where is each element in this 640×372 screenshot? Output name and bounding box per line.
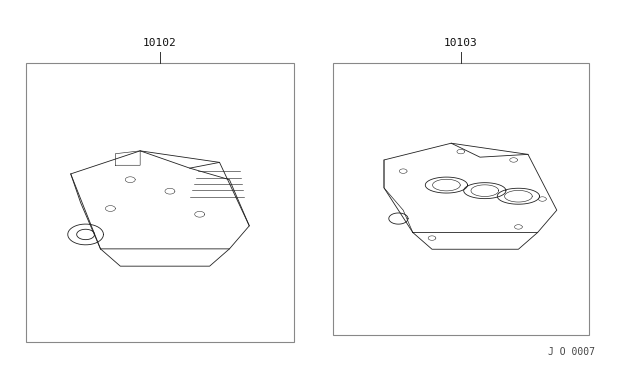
Text: 10102: 10102 <box>143 38 177 48</box>
Text: J O 0007: J O 0007 <box>548 347 595 357</box>
Bar <box>333 63 589 335</box>
Bar <box>26 63 294 342</box>
Text: 10103: 10103 <box>444 38 477 48</box>
